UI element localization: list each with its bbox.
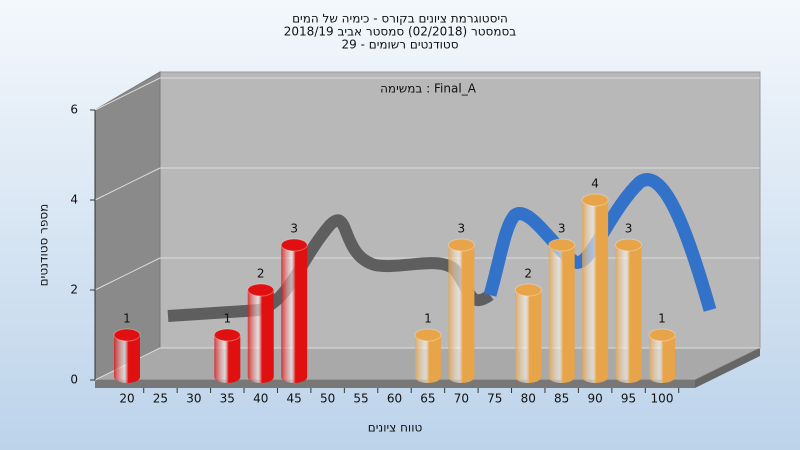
- bar-top: [648, 328, 676, 342]
- bar: [247, 290, 274, 383]
- bar: [582, 200, 609, 383]
- title-line: בסמסטר (02/2018) סמסטר אביב 2018/19: [284, 25, 516, 39]
- bar: [281, 245, 308, 383]
- bar-top: [548, 238, 576, 252]
- x-tick-label: 85: [554, 392, 569, 406]
- bar: [114, 335, 140, 383]
- data-label: 1: [123, 312, 131, 326]
- y-tick-label: 4: [70, 193, 78, 207]
- bar-top: [447, 238, 475, 252]
- data-label: 3: [558, 222, 566, 236]
- bar-top: [514, 283, 542, 297]
- bar-top: [113, 328, 141, 342]
- bar: [515, 290, 542, 383]
- bar: [448, 245, 475, 383]
- x-tick-label: 90: [587, 392, 602, 406]
- bar-top: [615, 238, 643, 252]
- y-tick-label: 2: [70, 283, 78, 297]
- title-line: היסטוגרמת ציונים בקורס - כימיה של המים: [292, 12, 508, 26]
- data-label: 3: [458, 222, 466, 236]
- bar: [414, 335, 441, 383]
- x-tick-label: 65: [420, 392, 435, 406]
- bar-top: [247, 283, 275, 297]
- x-tick-label: 70: [454, 392, 469, 406]
- bar: [615, 245, 642, 383]
- bar: [214, 335, 241, 383]
- x-tick-label: 35: [220, 392, 235, 406]
- floor-side: [695, 348, 760, 388]
- title-line: סטודנטים רשומים - 29: [341, 38, 458, 52]
- bar: [649, 335, 675, 383]
- bars: 1 1 2 3 1 3 2 3 4 3 1: [113, 177, 676, 383]
- data-label: 3: [625, 222, 633, 236]
- curve-blue: [483, 173, 717, 312]
- x-tick-label: 100: [651, 392, 674, 406]
- x-tick-label: 75: [487, 392, 502, 406]
- y-tick-label: 0: [70, 373, 78, 387]
- x-tick-label: 80: [521, 392, 536, 406]
- x-tick-label: 50: [320, 392, 335, 406]
- x-axis-label: טווח ציונים: [368, 421, 423, 435]
- x-tick-label: 25: [153, 392, 168, 406]
- data-label: 2: [257, 267, 265, 281]
- bar-top: [280, 238, 308, 252]
- y-axis-label: מספר סטודנטים: [37, 204, 51, 287]
- x-tick-label: 95: [621, 392, 636, 406]
- bar-top: [581, 193, 609, 207]
- data-label: 1: [223, 312, 231, 326]
- data-label: 2: [524, 267, 532, 281]
- x-tick-label: 20: [119, 392, 134, 406]
- bar: [548, 245, 575, 383]
- floor-edge: [95, 380, 695, 388]
- data-label: 1: [658, 312, 666, 326]
- grid-line: [94, 257, 161, 291]
- grid-line: [94, 77, 161, 111]
- y-tick-label: 6: [70, 103, 78, 117]
- x-tick-label: 45: [287, 392, 302, 406]
- bar-top: [213, 328, 241, 342]
- x-tick-label: 55: [353, 392, 368, 406]
- x-tick-label: 60: [387, 392, 402, 406]
- data-label: 4: [591, 177, 599, 191]
- grid-line: [94, 167, 161, 201]
- bar-top: [414, 328, 442, 342]
- x-tick-label: 40: [253, 392, 268, 406]
- x-tick-label: 30: [186, 392, 201, 406]
- data-label: 3: [290, 222, 298, 236]
- annotation: במשימה : Final_A: [380, 82, 477, 96]
- data-label: 1: [424, 312, 432, 326]
